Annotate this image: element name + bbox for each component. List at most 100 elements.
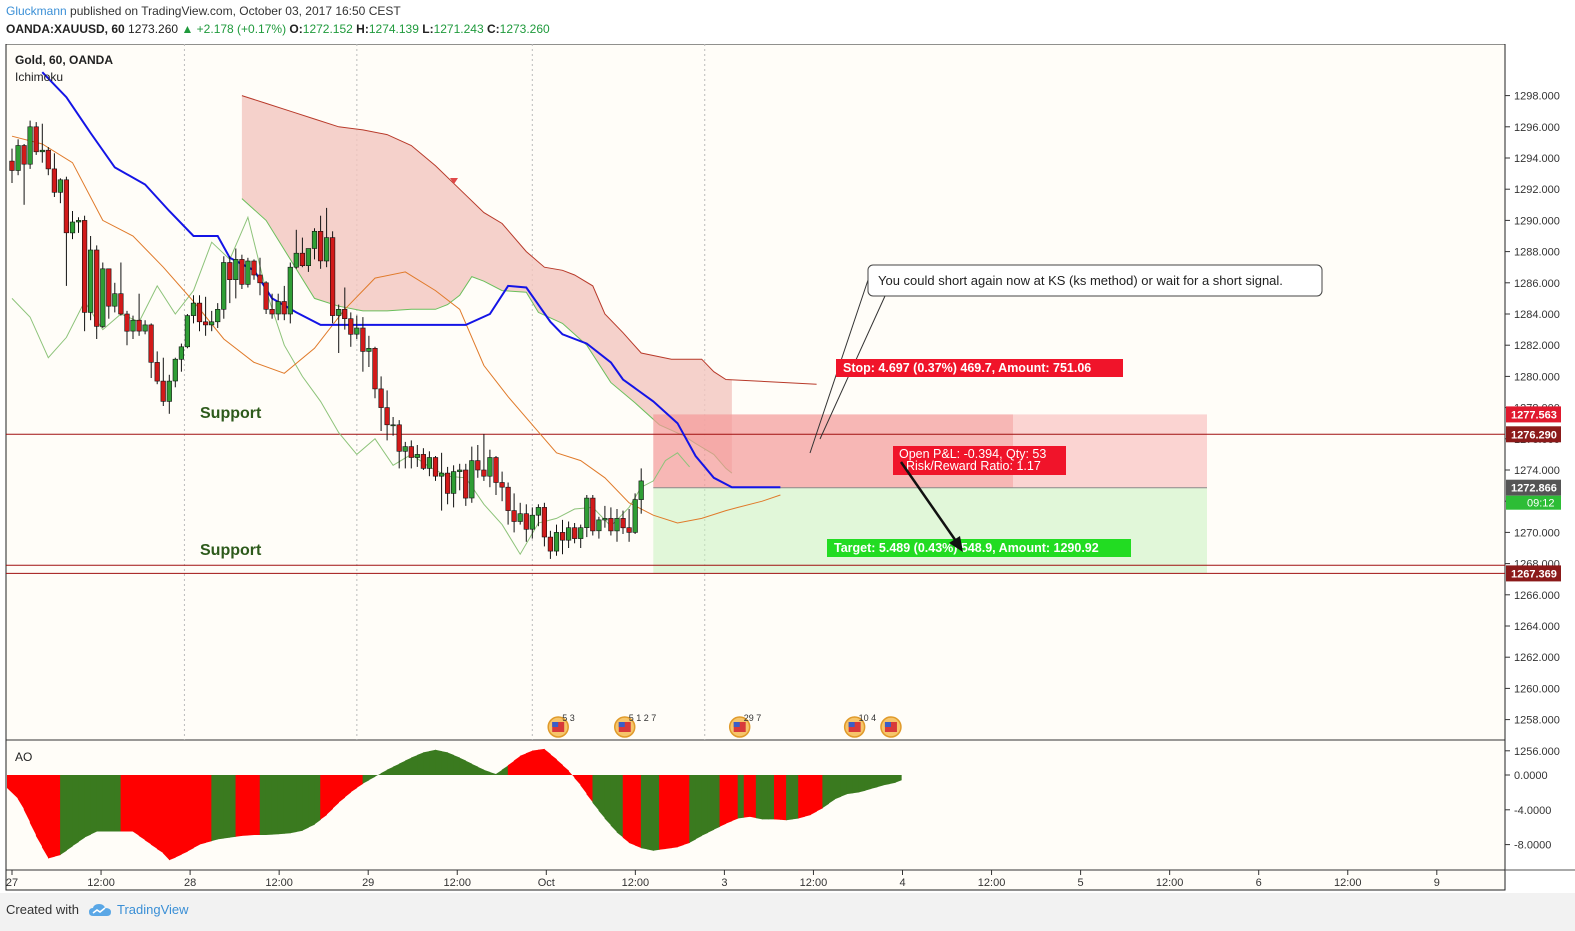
tradingview-link[interactable]: TradingView: [117, 902, 189, 917]
candle-body: [57, 179, 63, 193]
time-tick-label: 12:00: [1156, 877, 1184, 889]
ao-bar: [610, 775, 618, 833]
economic-event-marker: 5 3: [547, 713, 575, 738]
candle-body: [614, 518, 620, 532]
candle-body: [154, 362, 160, 382]
callout-text: You could short again now at KS (ks meth…: [878, 273, 1283, 288]
ao-pane-label[interactable]: AO: [15, 750, 32, 764]
candle: [469, 446, 475, 503]
ao-bar: [350, 775, 358, 793]
price-tick-label: 1284.000: [1514, 309, 1560, 321]
candle-body: [130, 319, 136, 332]
ao-bar: [852, 775, 860, 794]
candle: [384, 390, 390, 441]
price-tick-label: 1282.000: [1514, 340, 1560, 352]
high-label: H:: [356, 22, 369, 36]
candle-body: [263, 282, 269, 310]
ao-bar: [513, 755, 521, 775]
ao-bar: [798, 775, 805, 819]
price-badge-bg: [1506, 406, 1561, 423]
ao-bar: [834, 775, 842, 800]
flag-canton: [733, 722, 740, 727]
candle-body: [590, 497, 596, 532]
candle-body: [209, 321, 215, 326]
candle: [372, 346, 378, 399]
candle-body: [160, 380, 166, 402]
symbol-name[interactable]: OANDA:XAUUSD, 60: [6, 22, 125, 36]
ao-bar: [102, 775, 110, 832]
candle: [154, 351, 160, 385]
time-axis: 27 12:00 28 12:00 29 12:00 Oct 12:00 3 12:00 4 12:0…: [6, 870, 1440, 889]
ao-bar: [162, 775, 170, 861]
pnl-label[interactable]: Open P&L: -0.394, Qty: 53 Risk/Reward Ra…: [893, 446, 1066, 475]
candle: [136, 293, 142, 336]
candle: [51, 153, 57, 197]
candle: [499, 471, 505, 502]
candle: [311, 228, 318, 260]
candle: [475, 445, 481, 478]
ao-bar: [23, 775, 31, 823]
candle: [438, 452, 445, 511]
ao-bar: [640, 775, 648, 850]
price-tick-label: 1266.000: [1514, 590, 1560, 602]
candle-body: [311, 231, 318, 249]
economic-event-marker: 10 4: [843, 713, 876, 738]
time-tick-label: 27: [6, 877, 18, 889]
candle-body: [408, 446, 414, 458]
candle-body: [487, 457, 493, 477]
callout-note[interactable]: You could short again now at KS (ks meth…: [809, 264, 1323, 454]
candle-body: [323, 237, 330, 262]
ao-bar: [314, 775, 321, 825]
ao-bar: [150, 775, 158, 849]
candle: [408, 440, 414, 469]
chart-canvas[interactable]: 1298.000 1296.000 1294.000 1292.000 1290.000…: [0, 43, 1575, 893]
candle: [602, 505, 608, 528]
author-link[interactable]: Gluckmann: [6, 4, 67, 18]
callout-box: [867, 264, 1323, 297]
target-label-bg: [827, 539, 1131, 557]
price-tick-label: 1258.000: [1514, 715, 1560, 727]
support-label-upper: Support: [200, 405, 262, 422]
candle-body: [596, 519, 602, 532]
candle-body: [69, 221, 76, 234]
candle-body: [203, 321, 209, 326]
ao-bar: [822, 775, 830, 809]
candle: [57, 178, 63, 204]
candle: [390, 417, 396, 436]
target-label[interactable]: Target: 5.489 (0.43%) 548.9, Amount: 129…: [827, 539, 1131, 557]
candle: [227, 256, 233, 304]
ao-bar: [695, 775, 702, 840]
trend-arrow[interactable]: [899, 461, 963, 552]
flag-canton: [552, 722, 559, 727]
price-badge: 1267.369: [1506, 565, 1561, 582]
candle-body: [27, 126, 33, 165]
candle: [27, 120, 33, 169]
flag-canton: [848, 722, 855, 727]
candle-body: [21, 145, 27, 165]
ao-bar: [338, 775, 346, 803]
candle: [402, 441, 408, 469]
price-badge-bg: [1506, 426, 1561, 443]
kijun-sen-line: [41, 71, 781, 489]
up-arrow-icon: ▲: [181, 22, 194, 36]
candle-body: [275, 301, 281, 315]
legend-indicator[interactable]: Ichimoku: [15, 70, 63, 84]
ao-bar: [417, 752, 424, 775]
sell-signal-icon: [450, 178, 458, 184]
ao-bar: [374, 773, 382, 777]
price-tick-label: 1292.000: [1514, 184, 1560, 196]
ao-tick-label: 0.0000: [1514, 770, 1548, 782]
chart-area[interactable]: 1298.000 1296.000 1294.000 1292.000 1290.000…: [0, 43, 1575, 893]
support-lines: [6, 433, 1505, 574]
candle-body: [608, 518, 614, 532]
ao-bar: [876, 775, 884, 788]
candle: [426, 451, 433, 477]
candle: [378, 376, 384, 431]
stop-label[interactable]: Stop: 4.697 (0.37%) 469.7, Amount: 751.0…: [836, 359, 1123, 377]
candle-body: [142, 324, 148, 332]
candle-body: [172, 358, 178, 382]
ao-bar: [519, 753, 527, 775]
price-badge-text: 1267.369: [1511, 568, 1557, 580]
tradingview-cloud-icon: [89, 904, 111, 916]
price-tick-label: 1256.000: [1514, 746, 1560, 758]
